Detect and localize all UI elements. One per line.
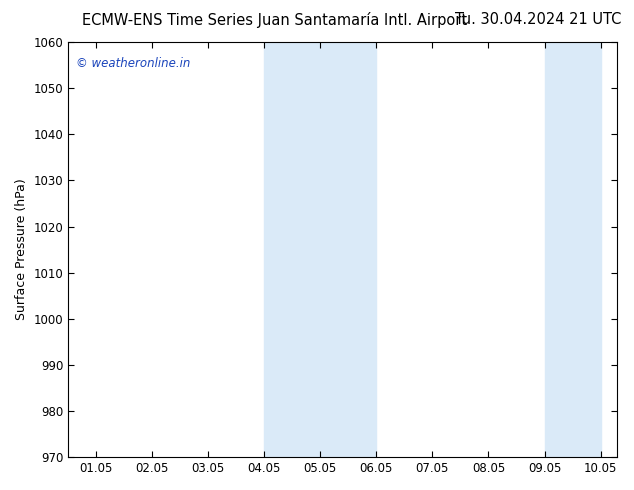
Text: ECMW-ENS Time Series Juan Santamaría Intl. Airport: ECMW-ENS Time Series Juan Santamaría Int… [82, 12, 467, 28]
Text: Tu. 30.04.2024 21 UTC: Tu. 30.04.2024 21 UTC [455, 12, 621, 27]
Bar [545, 42, 600, 457]
Y-axis label: Surface Pressure (hPa): Surface Pressure (hPa) [15, 179, 28, 320]
Bar [264, 42, 377, 457]
Text: © weatheronline.in: © weatheronline.in [77, 56, 191, 70]
